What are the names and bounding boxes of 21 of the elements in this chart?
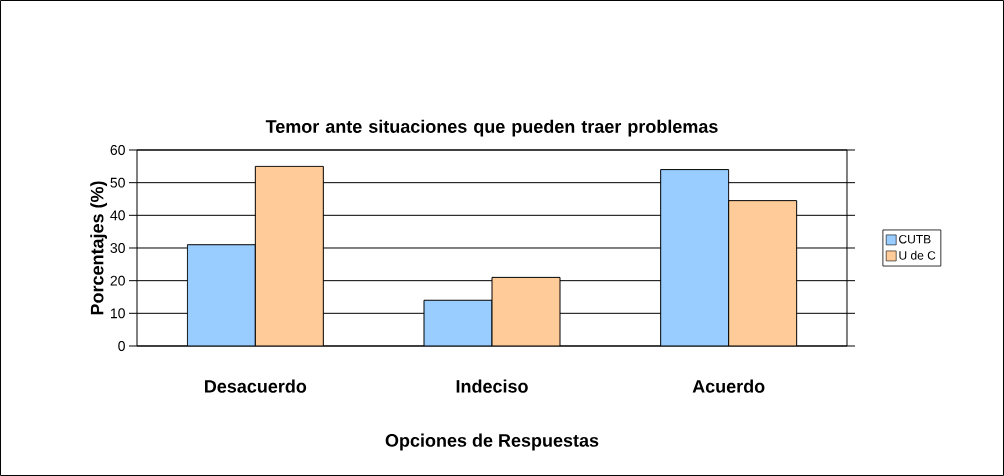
bar	[254, 165, 324, 346]
bar	[728, 200, 798, 346]
y-tick-label: 40	[110, 210, 125, 221]
legend-label: U de C	[899, 250, 936, 260]
legend-label: CUTB	[899, 234, 931, 244]
y-tick-label: 60	[110, 145, 125, 155]
x-tick-label: Indeciso	[456, 379, 528, 393]
y-tick-label: 0	[118, 341, 125, 351]
bar	[491, 276, 561, 346]
bar	[186, 244, 256, 346]
x-tick-label: Desacuerdo	[205, 379, 307, 393]
y-tick-label: 10	[110, 308, 125, 319]
chart-title: Temor ante situaciones que pueden traer problemas	[265, 119, 718, 137]
x-axis-title: Opciones de Respuestas	[385, 433, 599, 451]
y-tick-label: 50	[110, 177, 125, 188]
y-axis-title: Porcentajes (%)	[90, 181, 108, 315]
y-tick-label: 20	[110, 275, 125, 286]
y-tick-label: 30	[110, 243, 125, 253]
x-tick-label: Acuerdo	[692, 379, 765, 393]
bar	[660, 169, 730, 346]
bar	[423, 299, 493, 346]
